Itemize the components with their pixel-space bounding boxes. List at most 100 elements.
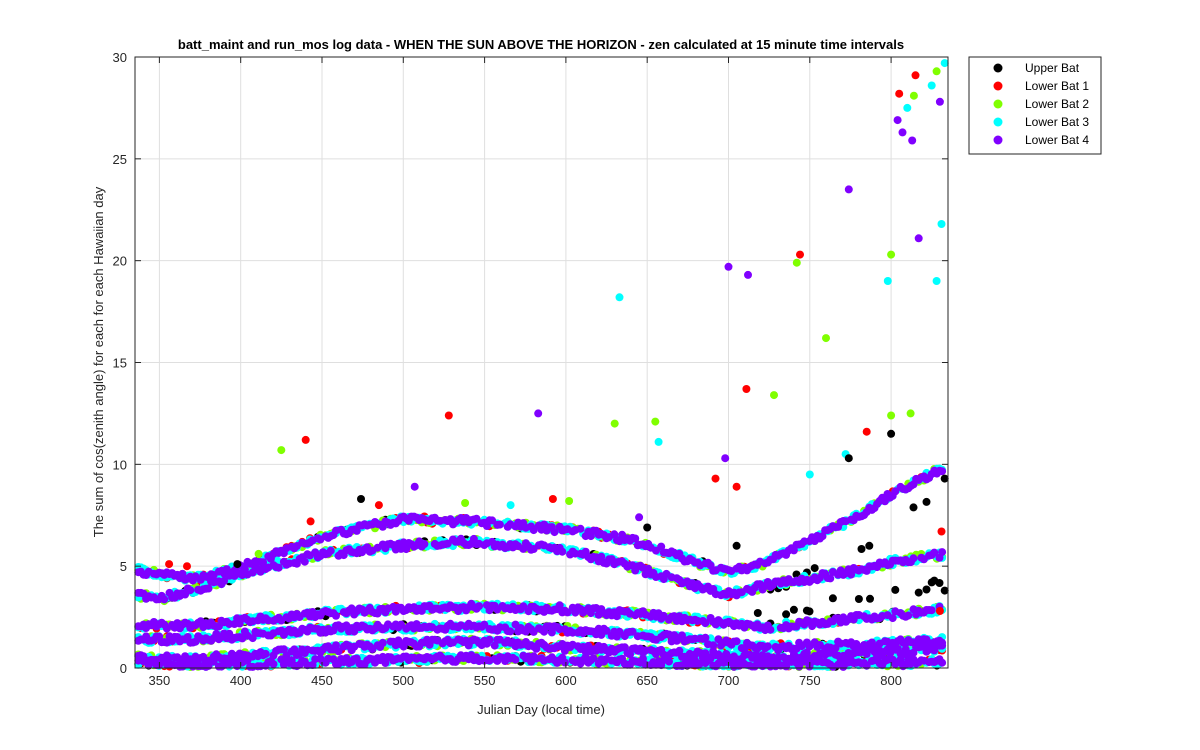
data-point bbox=[410, 482, 419, 491]
data-point bbox=[847, 570, 856, 579]
data-point bbox=[420, 540, 429, 548]
data-point bbox=[209, 657, 218, 666]
data-point bbox=[937, 220, 946, 228]
data-point bbox=[550, 528, 559, 537]
data-point bbox=[519, 602, 528, 611]
data-point bbox=[511, 655, 520, 664]
data-point bbox=[895, 89, 904, 98]
data-point bbox=[903, 103, 912, 112]
data-point bbox=[301, 435, 310, 444]
data-point bbox=[480, 620, 489, 629]
data-point bbox=[506, 501, 515, 510]
y-tick-label: 15 bbox=[113, 356, 127, 371]
data-point bbox=[651, 417, 660, 426]
data-point bbox=[565, 497, 574, 505]
data-point bbox=[898, 128, 907, 137]
data-point bbox=[911, 71, 920, 80]
data-point bbox=[887, 250, 896, 259]
data-point bbox=[940, 586, 949, 595]
data-point bbox=[938, 658, 947, 667]
data-point bbox=[326, 546, 335, 555]
data-point bbox=[615, 627, 624, 636]
data-point bbox=[909, 503, 918, 512]
x-tick-label: 450 bbox=[311, 673, 333, 688]
data-point bbox=[576, 524, 585, 533]
data-point bbox=[374, 501, 383, 510]
data-point bbox=[635, 513, 644, 522]
data-point bbox=[805, 607, 814, 616]
y-tick-label: 30 bbox=[113, 50, 127, 65]
data-point bbox=[922, 585, 931, 594]
x-tick-label: 750 bbox=[799, 673, 821, 688]
data-point bbox=[940, 474, 949, 483]
data-point bbox=[357, 495, 365, 503]
data-point bbox=[744, 270, 752, 279]
x-tick-label: 550 bbox=[474, 673, 496, 688]
data-point bbox=[248, 634, 257, 643]
data-point bbox=[883, 277, 892, 285]
data-point bbox=[678, 631, 686, 640]
data-point bbox=[828, 594, 837, 603]
data-point bbox=[844, 185, 853, 194]
data-point bbox=[444, 411, 453, 420]
data-point bbox=[548, 495, 557, 503]
data-point bbox=[822, 334, 830, 343]
y-tick-label: 5 bbox=[120, 559, 127, 574]
data-point bbox=[204, 584, 213, 593]
data-point bbox=[612, 612, 621, 621]
data-point bbox=[701, 619, 710, 628]
data-point bbox=[220, 576, 229, 585]
data-point bbox=[935, 97, 944, 106]
data-point bbox=[854, 595, 863, 603]
data-point bbox=[891, 585, 900, 594]
data-point bbox=[742, 385, 751, 393]
data-point bbox=[610, 419, 619, 428]
data-point bbox=[160, 595, 169, 604]
data-point bbox=[887, 429, 896, 438]
data-point bbox=[938, 641, 947, 650]
x-tick-label: 700 bbox=[718, 673, 740, 688]
data-point bbox=[938, 467, 947, 476]
data-point bbox=[893, 116, 902, 125]
data-point bbox=[930, 548, 939, 557]
data-point bbox=[485, 635, 494, 644]
data-point bbox=[909, 554, 918, 563]
data-point bbox=[932, 277, 941, 285]
data-point bbox=[334, 647, 343, 656]
x-tick-label: 400 bbox=[230, 673, 252, 688]
data-point bbox=[529, 526, 538, 535]
legend-label: Lower Bat 4 bbox=[1025, 133, 1089, 147]
data-point bbox=[183, 562, 191, 571]
data-point bbox=[475, 602, 484, 611]
data-point bbox=[904, 611, 913, 620]
axis-ticks: 350 400 450 500 550 600 650 700 750 800 0 5 10 15 20 25… bbox=[113, 50, 948, 688]
data-point bbox=[763, 642, 772, 651]
data-point bbox=[279, 645, 288, 654]
data-point bbox=[555, 601, 564, 610]
y-tick-label: 25 bbox=[113, 152, 127, 167]
data-point bbox=[560, 658, 569, 667]
data-point bbox=[721, 454, 730, 463]
data-point bbox=[631, 534, 640, 543]
data-point bbox=[922, 497, 931, 506]
data-point bbox=[165, 560, 174, 569]
legend-label: Lower Bat 3 bbox=[1025, 115, 1089, 129]
data-point bbox=[927, 606, 936, 615]
x-tick-label: 350 bbox=[149, 673, 171, 688]
y-axis-label: The sum of cos(zenith angle) for each fo… bbox=[91, 186, 106, 537]
legend-marker bbox=[993, 117, 1003, 127]
data-point bbox=[243, 656, 252, 665]
legend-marker bbox=[993, 63, 1003, 73]
data-point bbox=[261, 649, 270, 658]
data-point bbox=[789, 605, 798, 614]
data-point bbox=[378, 638, 387, 647]
data-point bbox=[805, 470, 814, 479]
data-point bbox=[306, 517, 315, 526]
data-point bbox=[770, 391, 778, 400]
y-tick-label: 20 bbox=[113, 254, 127, 269]
data-point bbox=[704, 656, 712, 665]
data-point bbox=[628, 627, 637, 636]
data-point bbox=[332, 641, 340, 650]
data-point bbox=[381, 659, 390, 667]
data-point bbox=[639, 654, 647, 663]
